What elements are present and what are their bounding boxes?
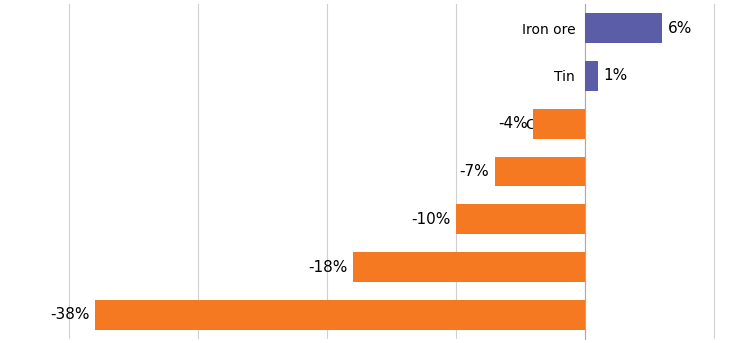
- Bar: [456, 204, 585, 234]
- Text: -18%: -18%: [308, 260, 347, 275]
- Text: -10%: -10%: [411, 212, 451, 227]
- Bar: [495, 157, 585, 186]
- Bar: [353, 252, 585, 282]
- Text: -38%: -38%: [50, 307, 89, 322]
- Bar: [585, 13, 662, 43]
- Text: 1%: 1%: [603, 68, 627, 83]
- Text: 6%: 6%: [667, 21, 692, 36]
- Text: -7%: -7%: [460, 164, 490, 179]
- Bar: [533, 109, 585, 139]
- Text: -4%: -4%: [498, 116, 528, 131]
- Bar: [585, 61, 598, 91]
- Bar: [94, 300, 585, 330]
